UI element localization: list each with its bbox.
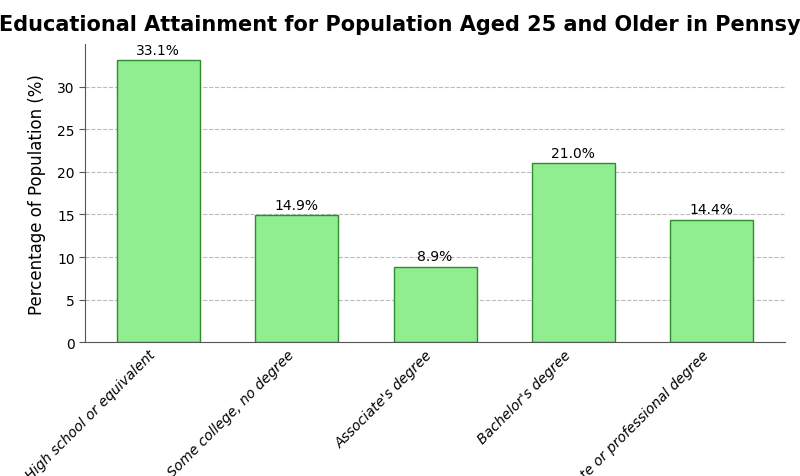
Bar [670,220,753,343]
Bar [117,61,200,343]
Bar [255,216,338,343]
Bar [532,164,615,343]
Text: 8.9%: 8.9% [418,249,453,264]
Text: 21.0%: 21.0% [551,147,595,160]
Text: 14.9%: 14.9% [274,198,318,212]
Text: 33.1%: 33.1% [137,44,180,58]
Title: Educational Attainment for Population Aged 25 and Older in Pennsylvania: Educational Attainment for Population Ag… [0,15,800,35]
Text: 14.4%: 14.4% [690,203,734,217]
Y-axis label: Percentage of Population (%): Percentage of Population (%) [28,74,46,314]
Bar [394,267,477,343]
